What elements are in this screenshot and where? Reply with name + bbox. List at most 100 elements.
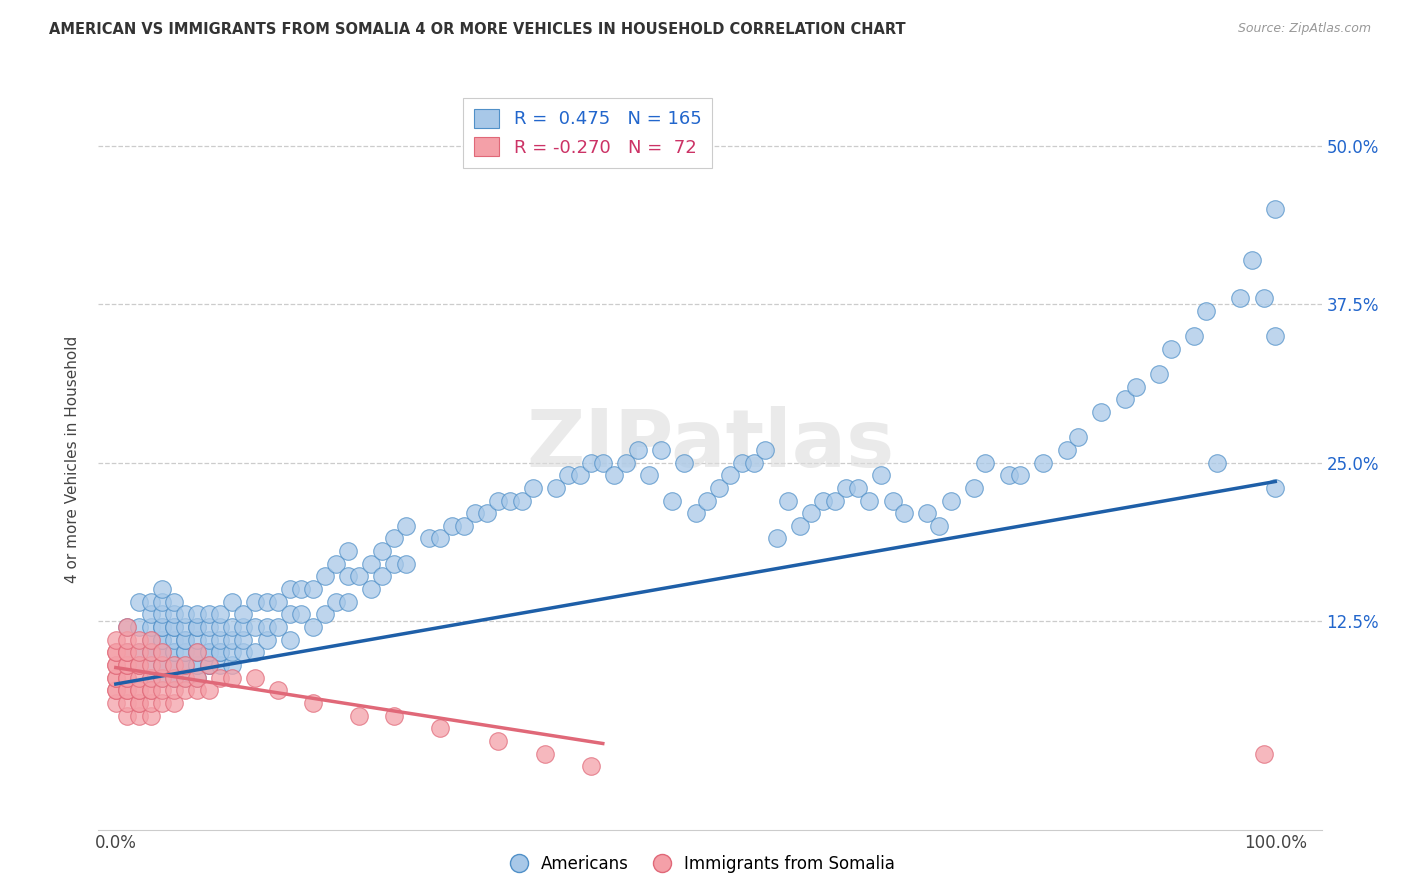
Point [232,620,254,634]
Point [139,595,162,609]
Point [150,671,173,685]
Point [150,658,173,673]
Point [429,532,451,546]
Point [928,518,950,533]
Point [150,645,173,659]
Point [117,683,139,698]
Point [117,645,139,659]
Point [104,671,127,685]
Point [117,696,139,710]
Point [672,456,695,470]
Point [139,620,162,634]
Point [221,620,243,634]
Point [209,620,232,634]
Point [186,645,208,659]
Point [163,671,186,685]
Point [278,582,301,596]
Point [302,620,325,634]
Point [824,493,846,508]
Point [128,645,150,659]
Point [128,658,150,673]
Y-axis label: 4 or more Vehicles in Household: 4 or more Vehicles in Household [65,335,80,583]
Point [163,645,186,659]
Point [209,645,232,659]
Point [197,683,219,698]
Point [117,708,139,723]
Point [128,708,150,723]
Point [754,442,776,457]
Point [150,671,173,685]
Point [336,544,359,558]
Point [197,658,219,673]
Point [232,607,254,622]
Point [429,721,451,735]
Point [614,456,637,470]
Point [117,671,139,685]
Point [1264,481,1286,495]
Point [174,607,197,622]
Point [441,518,464,533]
Point [1195,303,1218,318]
Point [1010,468,1032,483]
Point [139,683,162,698]
Point [974,456,997,470]
Point [104,683,127,698]
Point [104,632,127,647]
Point [117,671,139,685]
Point [104,696,127,710]
Point [221,632,243,647]
Point [325,595,347,609]
Point [1056,442,1078,457]
Point [117,645,139,659]
Point [382,708,405,723]
Point [488,734,510,748]
Point [117,632,139,647]
Point [696,493,718,508]
Point [128,696,150,710]
Point [139,696,162,710]
Point [221,658,243,673]
Point [858,493,880,508]
Point [163,658,186,673]
Point [349,569,371,583]
Point [163,632,186,647]
Point [765,532,787,546]
Point [150,582,173,596]
Point [150,632,173,647]
Legend: Americans, Immigrants from Somalia: Americans, Immigrants from Somalia [505,848,901,880]
Point [963,481,986,495]
Point [163,595,186,609]
Point [139,658,162,673]
Point [267,683,290,698]
Point [360,582,382,596]
Text: AMERICAN VS IMMIGRANTS FROM SOMALIA 4 OR MORE VEHICLES IN HOUSEHOLD CORRELATION : AMERICAN VS IMMIGRANTS FROM SOMALIA 4 OR… [49,22,905,37]
Point [579,456,602,470]
Point [150,683,173,698]
Point [128,595,150,609]
Point [150,607,173,622]
Point [325,557,347,571]
Point [174,671,197,685]
Point [302,582,325,596]
Point [568,468,591,483]
Point [557,468,579,483]
Point [382,557,405,571]
Point [186,671,208,685]
Point [104,658,127,673]
Point [603,468,626,483]
Point [174,658,197,673]
Point [302,696,325,710]
Point [186,683,208,698]
Point [243,620,266,634]
Point [163,671,186,685]
Point [638,468,661,483]
Point [278,632,301,647]
Point [336,595,359,609]
Point [464,506,486,520]
Point [128,671,150,685]
Point [117,658,139,673]
Point [163,658,186,673]
Point [882,493,904,508]
Point [997,468,1019,483]
Point [1206,456,1229,470]
